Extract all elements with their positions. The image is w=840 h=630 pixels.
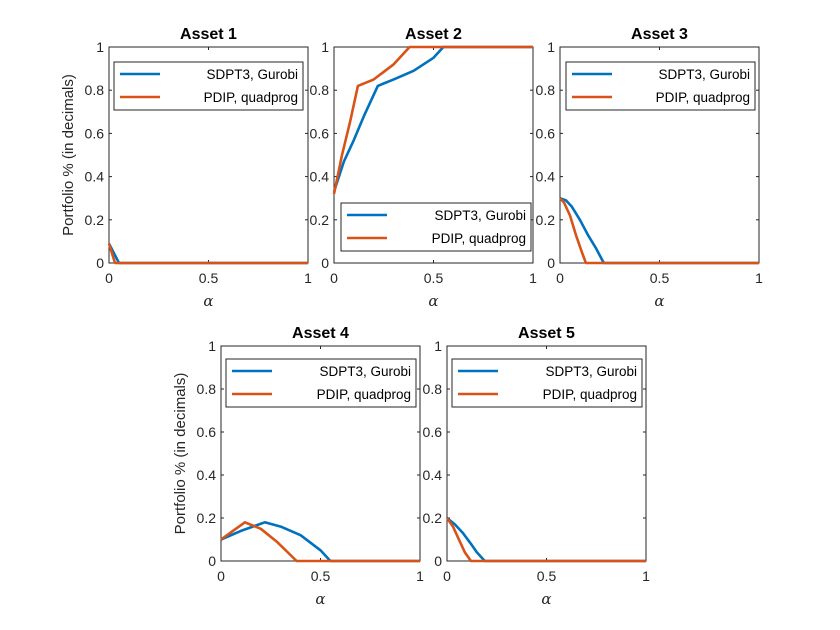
x-tick-label: 1 [304,270,312,286]
x-tick-label: 0.5 [424,270,444,286]
y-tick-label: 0.2 [310,212,330,228]
y-tick-label: 1 [434,338,442,354]
y-tick-label: 0.2 [423,510,443,526]
y-tick-label: 0.6 [310,125,330,141]
y-tick-label: 0.6 [197,424,217,440]
x-tick-label: 0 [217,568,225,584]
y-tick-label: 0.4 [536,169,556,185]
subplot-title: Asset 3 [631,26,688,43]
x-tick-label: 1 [755,270,763,286]
legend: SDPT3, Gurobi PDIP, quadprog [340,202,532,252]
series-line-pdip-quadprog [559,197,759,265]
x-axis-label: α [428,292,438,310]
subplot-asset-1: 0 0.2 0.4 0.6 0.8 1 0 0.5 1 Asset 1 α Portfolio % (… [60,26,312,310]
y-tick-label: 0 [208,553,216,569]
legend-entry-label: SDPT3, Gurobi [545,364,637,379]
series-line-sdpt3-gurobi [332,45,533,193]
legend-box [225,358,417,408]
legend-box [113,61,304,111]
subplot-title: Asset 1 [180,26,237,43]
legend-entry-label: PDIP, quadprog [543,387,637,402]
legend-box [340,202,532,252]
series-line-pdip-quadprog [332,45,533,195]
y-tick-label: 0 [434,553,442,569]
y-tick-label: 0.2 [85,212,105,228]
legend-entry-label: PDIP, quadprog [432,231,526,246]
y-tick-label: 1 [208,338,216,354]
subplot-asset-4: 0 0.2 0.4 0.6 0.8 1 0 0.5 1 Asset 4 α Portfolio % (… [172,325,424,608]
legend-entry-label: SDPT3, Gurobi [319,364,411,379]
legend-entry-label: SDPT3, Gurobi [658,67,750,82]
x-tick-label: 0.5 [650,270,670,286]
subplot-title: Asset 5 [518,325,575,342]
x-tick-label: 0.5 [537,568,557,584]
legend-entry-label: SDPT3, Gurobi [206,67,298,82]
legend-box [565,61,756,111]
x-tick-label: 1 [416,568,424,584]
y-tick-label: 0.8 [423,381,443,397]
y-tick-label: 1 [321,39,329,55]
y-tick-label: 0.6 [423,424,443,440]
x-tick-label: 0.5 [199,270,219,286]
y-tick-label: 0.4 [423,467,443,483]
legend-box [451,358,643,408]
legend-entry-label: PDIP, quadprog [317,387,411,402]
y-tick-label: 0 [547,255,555,271]
y-tick-label: 1 [96,39,104,55]
x-axis-label: α [654,292,664,310]
y-tick-label: 0.6 [536,125,556,141]
x-tick-label: 0 [443,568,451,584]
x-axis-label: α [541,590,551,608]
legend-entry-label: SDPT3, Gurobi [434,208,526,223]
y-tick-label: 0.8 [310,82,330,98]
x-axis-label: α [315,590,325,608]
x-tick-label: 1 [642,568,650,584]
legend: SDPT3, Gurobi PDIP, quadprog [113,61,304,111]
series-line-pdip-quadprog [220,520,420,563]
y-axis-label: Portfolio % (in decimals) [60,74,77,236]
y-tick-label: 0.8 [536,82,556,98]
y-tick-label: 0.8 [85,82,105,98]
subplot-asset-5: 0 0.2 0.4 0.6 0.8 1 0 0.5 1 Asset 5 α SDPT3, Gurobi… [423,325,651,608]
y-tick-label: 0.2 [536,212,556,228]
y-tick-label: 0 [321,255,329,271]
series-line-sdpt3-gurobi [559,196,759,265]
x-tick-label: 1 [529,270,537,286]
subplot-asset-2: 0 0.2 0.4 0.6 0.8 1 0 0.5 1 Asset 2 α SDPT3, Gurobi… [310,26,538,310]
legend: SDPT3, Gurobi PDIP, quadprog [451,358,643,408]
y-tick-label: 0.2 [197,510,217,526]
legend-entry-label: PDIP, quadprog [204,90,298,105]
subplot-asset-3: 0 0.2 0.4 0.6 0.8 1 0 0.5 1 Asset 3 α SDPT3, Gurobi… [536,26,764,310]
x-tick-label: 0 [330,270,338,286]
legend: SDPT3, Gurobi PDIP, quadprog [225,358,417,408]
series-line-pdip-quadprog [107,243,308,265]
x-tick-label: 0 [105,270,113,286]
y-axis-label: Portfolio % (in decimals) [172,373,189,535]
y-tick-label: 0.6 [85,125,105,141]
series-line-sdpt3-gurobi [220,520,420,563]
y-tick-label: 0.4 [197,467,217,483]
legend-entry-label: PDIP, quadprog [656,90,750,105]
subplot-title: Asset 4 [292,325,349,342]
y-tick-label: 0 [96,255,104,271]
x-tick-label: 0 [556,270,564,286]
y-tick-label: 0.4 [310,169,330,185]
subplot-title: Asset 2 [405,26,462,43]
x-tick-label: 0.5 [311,568,331,584]
y-tick-label: 0.4 [85,169,105,185]
series-line-pdip-quadprog [445,517,646,563]
y-tick-label: 1 [547,39,555,55]
x-axis-label: α [203,292,213,310]
y-tick-label: 0.8 [197,381,217,397]
legend: SDPT3, Gurobi PDIP, quadprog [565,61,756,111]
